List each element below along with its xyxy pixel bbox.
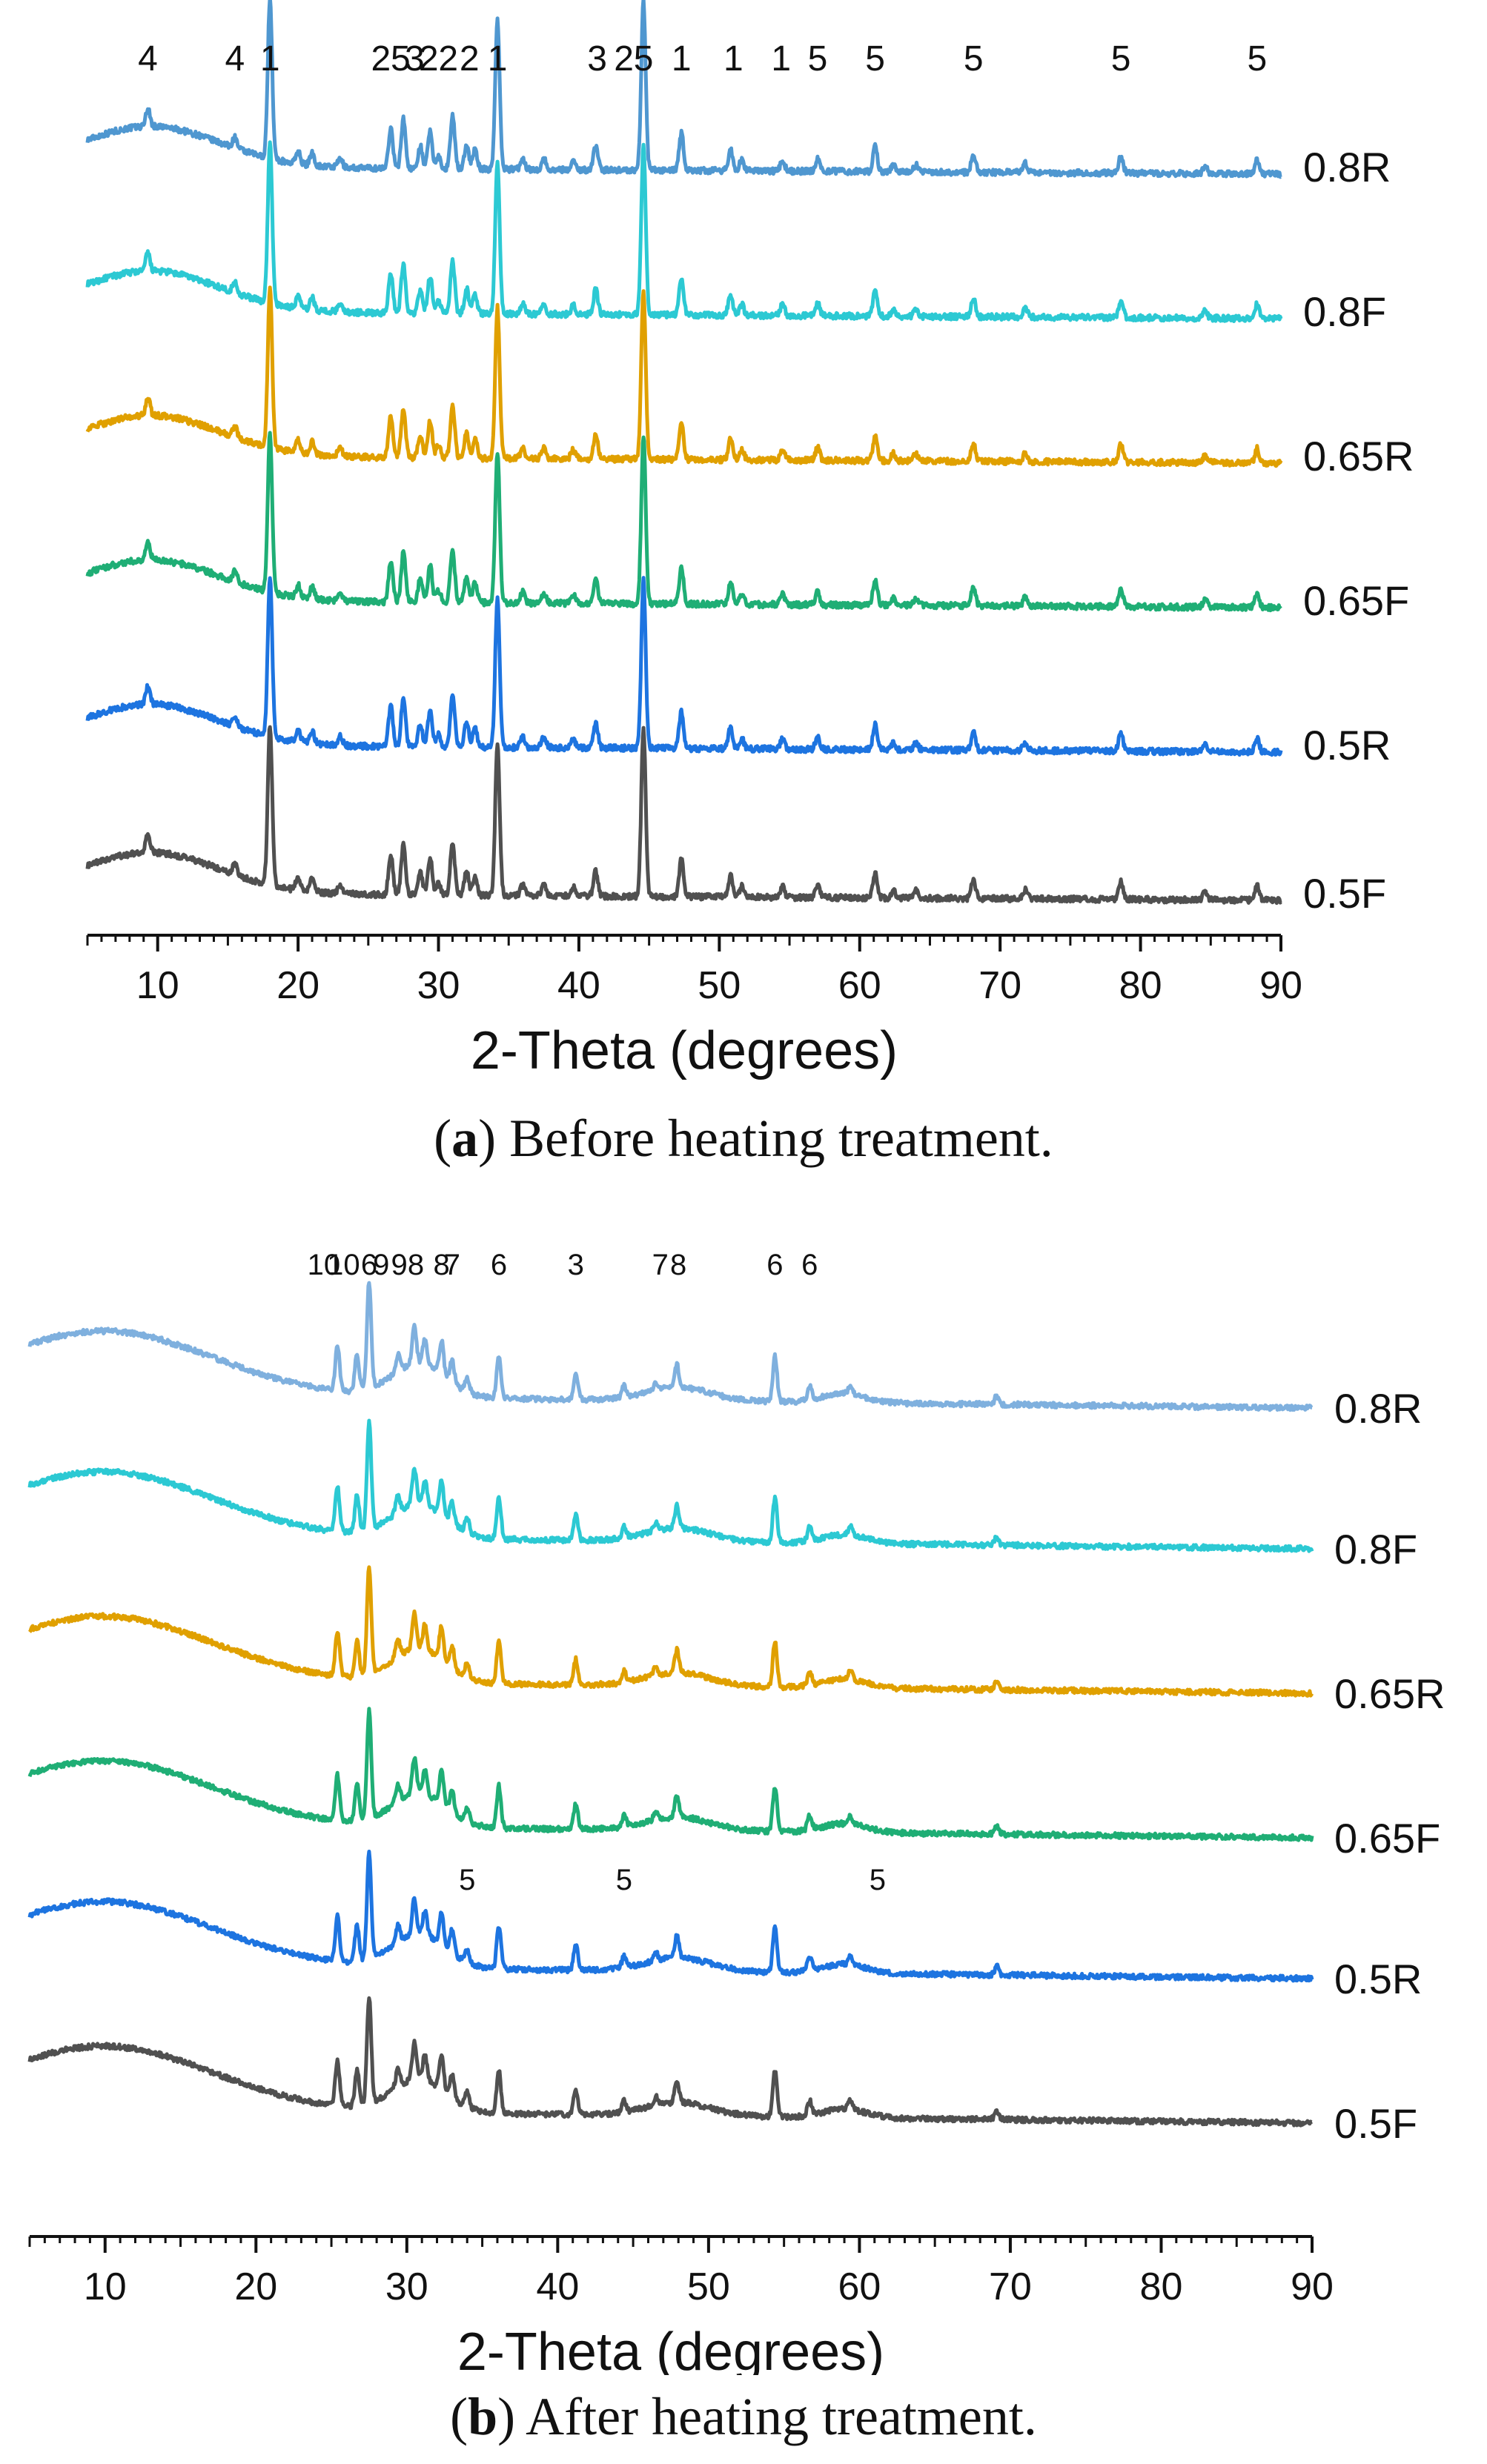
series-line-0.8F — [85, 140, 1283, 323]
peak-label: 2 — [419, 39, 439, 79]
series-label-0.5R: 0.5R — [1303, 722, 1391, 768]
x-tick-label: 40 — [536, 2265, 579, 2308]
series-label-0.65R: 0.65R — [1334, 1670, 1445, 1717]
caption-b-text: ) After heating treatment. — [497, 2387, 1037, 2446]
peak-label: 3 — [568, 1249, 584, 1281]
caption-a: (a) Before heating treatment. — [434, 1109, 1053, 1168]
caption-a-text: ) Before heating treatment. — [478, 1109, 1053, 1168]
peak-label: 1 — [723, 39, 744, 79]
peak-label: 7 — [444, 1249, 460, 1281]
series-label-0.8R: 0.8R — [1303, 144, 1391, 190]
x-tick-label: 50 — [698, 964, 741, 1007]
peak-label: 7 — [652, 1249, 669, 1281]
peak-label: 5 — [391, 39, 411, 79]
peak-label: 5 — [634, 39, 654, 79]
x-tick-label: 50 — [687, 2265, 730, 2308]
series-line-0.5R — [27, 1850, 1314, 1983]
peak-label: 4 — [225, 39, 245, 79]
peak-label: 1 — [488, 39, 508, 79]
peak-label: 4 — [138, 39, 158, 79]
peak-label: 8 — [434, 1249, 450, 1281]
peak-label: 2 — [460, 39, 480, 79]
caption-b-letter: b — [468, 2387, 498, 2446]
series-line-0.5R — [85, 576, 1283, 757]
peak-label: 5 — [870, 1864, 886, 1896]
panel-a: 10 20 30 40 50 60 70 80 90 2-Theta (degrees) 0.8R 0… — [0, 0, 1487, 1230]
caption-b: (b) After heating treatment. — [450, 2387, 1037, 2446]
x-tick-label: 30 — [385, 2265, 428, 2308]
x-axis-label: 2-Theta (degrees) — [457, 2322, 884, 2375]
x-tick-label: 90 — [1291, 2265, 1334, 2308]
series-label-0.5F: 0.5F — [1303, 870, 1386, 917]
series-label-0.8R: 0.8R — [1334, 1385, 1422, 1432]
peak-label: 8 — [408, 1249, 424, 1281]
peak-label: 2 — [371, 39, 391, 79]
peak-label: 1 — [771, 39, 791, 79]
series-line-0.5F — [27, 1996, 1314, 2128]
x-tick-label: 90 — [1259, 964, 1302, 1007]
series-line-0.5F — [85, 725, 1282, 906]
series-label-0.65F: 0.65F — [1303, 577, 1409, 624]
series-line-0.65F — [27, 1707, 1314, 1842]
x-tick-label: 60 — [838, 2265, 881, 2308]
series-label-0.5R: 0.5R — [1334, 1956, 1422, 2002]
series-line-0.65R — [28, 1565, 1314, 1698]
peak-label: 5 — [1247, 39, 1267, 79]
peak-label: 5 — [1111, 39, 1131, 79]
series-line-0.65F — [85, 431, 1282, 613]
x-tick-label: 30 — [417, 964, 460, 1007]
x-tick-label: 70 — [978, 964, 1021, 1007]
peak-label: 5 — [808, 39, 828, 79]
peak-label: 3 — [405, 39, 425, 79]
peak-label: 10 — [327, 1249, 360, 1281]
series-label-0.65R: 0.65R — [1303, 433, 1414, 479]
peak-label: 5 — [459, 1864, 475, 1896]
series-line-0.8R — [85, 0, 1282, 179]
peak-label: 6 — [491, 1249, 507, 1281]
x-axis-label: 2-Theta (degrees) — [471, 1021, 898, 1080]
series-line-0.65R — [85, 285, 1283, 468]
peak-label: 6 — [766, 1249, 783, 1281]
peak-label: 1 — [672, 39, 692, 79]
peak-label: 10 — [308, 1249, 341, 1281]
peak-label: 9 — [373, 1249, 389, 1281]
caption-a-letter: a — [451, 1109, 479, 1168]
x-tick-label: 40 — [557, 964, 600, 1007]
xrd-chart-b: 10 20 30 40 50 60 70 80 90 2-Theta (degrees) 0.8R 0… — [27, 1249, 1445, 2375]
peak-label: 6 — [801, 1249, 818, 1281]
x-tick-label: 70 — [989, 2265, 1032, 2308]
x-tick-label: 20 — [276, 964, 319, 1007]
peak-label: 5 — [865, 39, 885, 79]
series-label-0.5F: 0.5F — [1334, 2100, 1417, 2147]
peak-label: 2 — [438, 39, 458, 79]
series-label-0.8F: 0.8F — [1303, 288, 1386, 335]
peak-label: 5 — [964, 39, 984, 79]
x-tick-label: 10 — [136, 964, 179, 1007]
peak-label: 6 — [361, 1249, 377, 1281]
peak-label: 9 — [391, 1249, 408, 1281]
series-label-0.65F: 0.65F — [1334, 1815, 1440, 1862]
peak-label: 8 — [670, 1249, 686, 1281]
series-line-0.8F — [27, 1418, 1314, 1553]
xrd-chart-a: 10 20 30 40 50 60 70 80 90 2-Theta (degrees) 0.8R 0… — [85, 0, 1414, 1080]
peak-label: 3 — [587, 39, 607, 79]
series-line-0.8R — [27, 1281, 1314, 1412]
panel-b: 10 20 30 40 50 60 70 80 90 2-Theta (degrees) 0.8R 0… — [0, 1230, 1487, 2464]
x-tick-label: 10 — [84, 2265, 127, 2308]
x-tick-label: 80 — [1119, 964, 1162, 1007]
peak-label: 1 — [260, 39, 280, 79]
peak-label: 2 — [614, 39, 634, 79]
peak-label: 5 — [616, 1864, 632, 1896]
x-tick-label: 80 — [1140, 2265, 1183, 2308]
x-tick-label: 20 — [234, 2265, 277, 2308]
series-label-0.8F: 0.8F — [1334, 1526, 1417, 1573]
x-tick-label: 60 — [838, 964, 881, 1007]
